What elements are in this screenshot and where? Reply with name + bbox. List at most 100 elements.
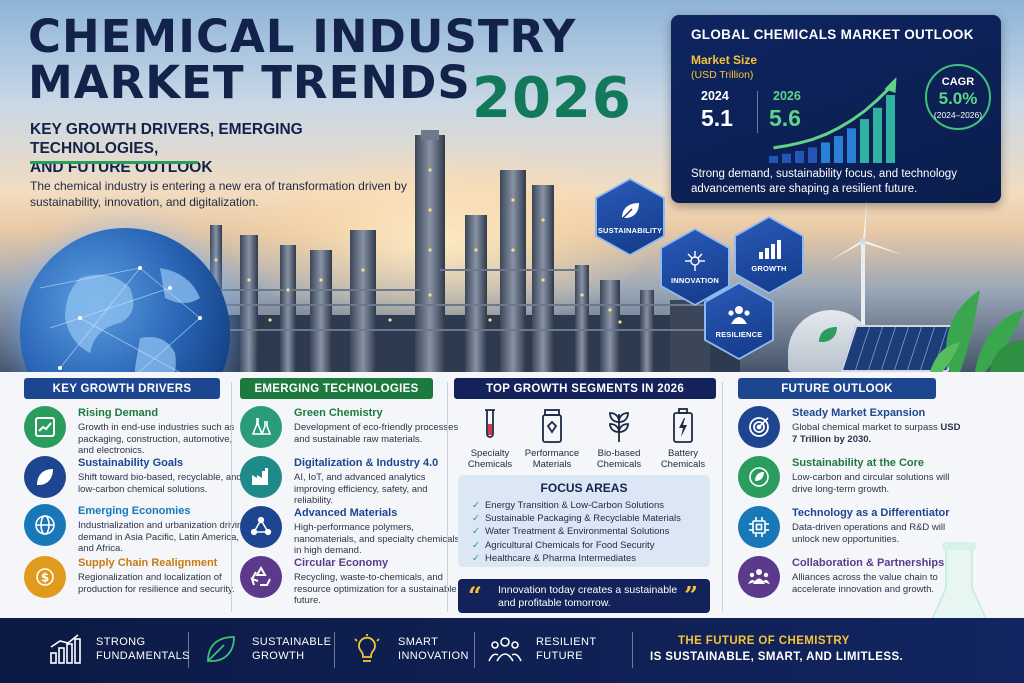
market-bar: [834, 136, 843, 163]
market-bar: [886, 95, 895, 163]
footer-label: STRONG FUNDAMENTALS: [96, 635, 190, 663]
market-size-label: Market Size: [691, 53, 758, 67]
segment-label: Specialty Chemicals: [454, 448, 526, 470]
market-year-2026: 2026: [773, 89, 801, 103]
segment-specialty-chemicals: Specialty Chemicals: [454, 408, 526, 470]
segment-battery-chemicals: Battery Chemicals: [647, 408, 719, 470]
tech-item: Green Chemistry Development of eco-frien…: [240, 406, 458, 458]
list-item: ✓ Agricultural Chemicals for Food Securit…: [472, 539, 681, 552]
footer-label: SMART INNOVATION: [398, 635, 469, 663]
title-line-2: MARKET TRENDS: [28, 56, 471, 109]
focus-text: Water Treatment & Environmental Solution…: [484, 526, 670, 538]
segment-label: Battery Chemicals: [647, 448, 719, 470]
footer-label: SUSTAINABLE GROWTH: [252, 635, 331, 663]
footer-line-1: RESILIENT: [536, 636, 597, 648]
focus-text: Energy Transition & Low-Carbon Solutions: [484, 500, 664, 511]
page-subtitle: KEY GROWTH DRIVERS, EMERGING TECHNOLOGIE…: [30, 120, 410, 177]
segment-line-1: Specialty: [470, 448, 510, 459]
item-title: Steady Market Expansion: [792, 407, 926, 419]
content-columns: KEY GROWTH DRIVERS Rising Demand Growth …: [0, 372, 1024, 618]
outlook-item: Technology as a Differentiator Data-driv…: [738, 506, 968, 558]
plant-icon: [609, 412, 629, 442]
cagr-badge: CAGR 5.0% (2024–2026): [925, 64, 991, 130]
tech-item: Circular Economy Recycling, waste-to-che…: [240, 556, 457, 608]
outlook-item: Sustainability at the Core Low-carbon an…: [738, 456, 968, 508]
footer-line-1: SUSTAINABLE: [252, 636, 332, 648]
focus-text: Agricultural Chemicals for Food Security: [484, 539, 655, 551]
test-tube-icon: [485, 409, 495, 438]
market-value-2024: 5.1: [701, 105, 733, 131]
leaf-icon: [621, 202, 639, 220]
close-quote-icon: ”: [684, 581, 698, 610]
item-desc: Industrialization and urbanization drivi…: [78, 520, 248, 554]
market-value-2026: 5.6: [769, 105, 801, 131]
segment-line-1: Battery: [667, 448, 699, 459]
market-divider: [757, 91, 758, 133]
item-desc: Growth in end-use industries such as pac…: [78, 422, 235, 456]
market-bar: [782, 153, 791, 163]
growth-arrow-line: [773, 85, 892, 150]
focus-areas-box: FOCUS AREAS ✓ Energy Transition & Low-Car…: [458, 475, 710, 567]
badge-resilience: RESILIENCE: [706, 284, 772, 358]
cagr-period: (2024–2026): [933, 110, 983, 120]
rising-chart-icon: [24, 406, 66, 448]
item-desc: Shift toward bio-based, recyclable, and …: [78, 472, 242, 495]
heading-growth-segments: TOP GROWTH SEGMENTS IN 2026: [454, 378, 716, 399]
footer-tagline-2: IS SUSTAINABLE, SMART, AND LIMITLESS.: [650, 651, 904, 663]
footer-line-1: STRONG: [96, 636, 146, 648]
check-icon: ✓: [472, 513, 480, 525]
column-divider: [722, 382, 723, 612]
list-item: ✓ Sustainable Packaging & Recyclable Mate…: [472, 512, 681, 525]
title-line-1: CHEMICAL INDUSTRY: [28, 10, 577, 63]
item-desc: Global chemical market to surpass USD 7 …: [792, 422, 962, 445]
cagr-value: 5.0%: [938, 89, 978, 108]
people-icon: [488, 637, 522, 662]
segment-performance-materials: Performance Materials: [516, 408, 588, 470]
column-future-outlook: FUTURE OUTLOOK Steady Market Expansion G…: [738, 372, 968, 618]
globe-icon: [24, 504, 66, 546]
target-icon: [738, 406, 780, 448]
title-year: 2026: [472, 66, 632, 131]
check-icon: ✓: [472, 526, 480, 538]
footer-bar: STRONG FUNDAMENTALS SUSTAINABLE GROWTH SMA…: [0, 618, 1024, 683]
molecule-icon: [240, 506, 282, 548]
tank-leaf-icon: [819, 327, 837, 342]
footer-label: RESILIENT FUTURE: [536, 635, 596, 663]
item-title: Circular Economy: [294, 557, 389, 569]
market-bar: [769, 155, 778, 163]
footer-line-2: INNOVATION: [398, 650, 469, 662]
open-quote-icon: “: [468, 581, 482, 610]
footer-divider: [334, 632, 335, 668]
outlook-item: Steady Market Expansion Global chemical …: [738, 406, 968, 458]
segment-line-2: Chemicals: [467, 459, 513, 470]
check-icon: ✓: [472, 500, 480, 511]
segment-line-2: Chemicals: [660, 459, 706, 470]
footer-item-growth: SUSTAINABLE GROWTH: [204, 633, 331, 665]
item-title: Digitalization & Industry 4.0: [294, 457, 439, 469]
footer-item-fundamentals: STRONG FUNDAMENTALS: [48, 633, 190, 665]
footer-line-2: FUNDAMENTALS: [96, 650, 190, 662]
leaf-icon: [207, 636, 235, 662]
battery-icon: [673, 408, 693, 443]
plants-illustration: [930, 290, 1024, 372]
footer-divider: [188, 632, 189, 668]
leaf-icon: [24, 456, 66, 498]
market-bar: [847, 128, 856, 163]
bar-chart-icon: [50, 634, 81, 664]
column-divider: [447, 382, 448, 612]
footer-line-2: GROWTH: [252, 650, 305, 662]
recycle-icon: [240, 556, 282, 598]
focus-text: Sustainable Packaging & Recyclable Mater…: [484, 513, 681, 525]
check-icon: ✓: [472, 552, 480, 564]
people-icon: [728, 305, 750, 324]
subtitle-line-1: KEY GROWTH DRIVERS, EMERGING TECHNOLOGIE…: [30, 121, 303, 157]
footer-line-1: SMART: [398, 636, 439, 648]
market-title: GLOBAL CHEMICALS MARKET OUTLOOK: [691, 27, 974, 42]
team-icon: [738, 556, 780, 598]
item-title: Collaboration & Partnerships: [792, 557, 945, 569]
cagr-label: CAGR: [941, 76, 975, 88]
segment-bio-based-chemicals: Bio-based Chemicals: [583, 408, 655, 470]
intro-text: The chemical industry is entering a new …: [30, 179, 407, 209]
focus-heading: FOCUS AREAS: [540, 481, 628, 495]
footer-divider: [632, 632, 633, 668]
